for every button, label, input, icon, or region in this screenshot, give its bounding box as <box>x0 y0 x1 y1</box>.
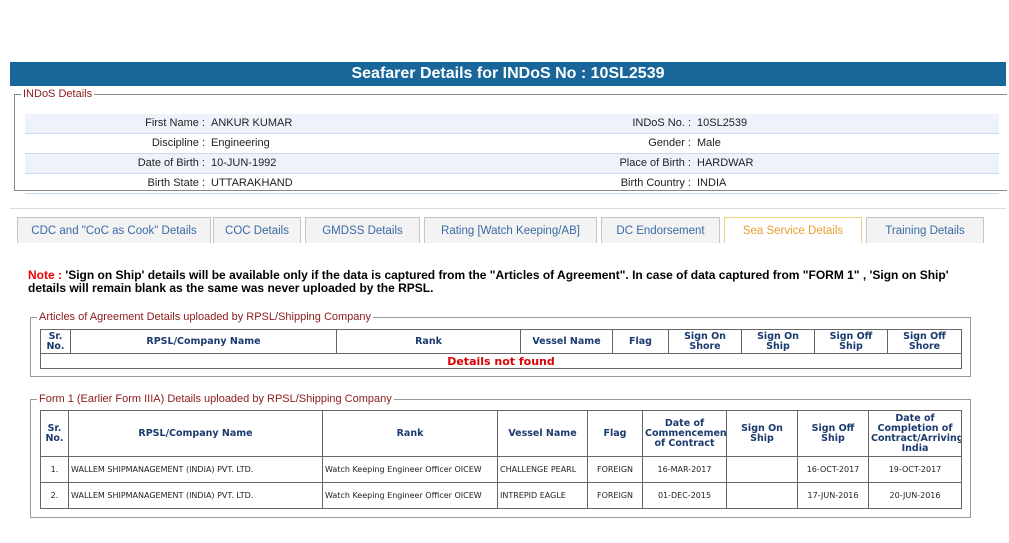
indos-fieldset: INDoS Details First Name : ANKUR KUMAR IND… <box>14 88 1007 194</box>
column-header: Sign Off Shore <box>887 329 962 354</box>
header-row: Sr. No. RPSL/Company Name Rank Vessel Name F… <box>40 329 962 354</box>
column-header: Sign On Shore <box>668 329 742 354</box>
cell: Watch Keeping Engineer Officer OICEW <box>322 456 498 483</box>
column-header: Sign Off Ship <box>797 410 869 457</box>
note: Note : 'Sign on Ship' details will be av… <box>28 269 978 295</box>
field-label: Birth Country : <box>620 177 691 189</box>
note-text: 'Sign on Ship' details will be available… <box>28 268 949 295</box>
field-label: INDoS No. : <box>632 117 691 129</box>
cell: 19-OCT-2017 <box>868 456 962 483</box>
column-header: Sign Off Ship <box>814 329 888 354</box>
column-header: Date of Completion of Contract/Arriving … <box>868 410 962 457</box>
field-value: INDIA <box>697 177 727 189</box>
field-value: HARDWAR <box>697 157 754 169</box>
tab[interactable]: DC Endorsement <box>601 217 720 243</box>
tab[interactable]: Rating [Watch Keeping/AB] <box>424 217 597 243</box>
column-header: Rank <box>322 410 498 457</box>
empty-message: Details not found <box>40 353 962 369</box>
cell: 01-DEC-2015 <box>642 482 727 509</box>
articles-table: Sr. No. RPSL/Company Name Rank Vessel Name F… <box>40 329 962 369</box>
info-row: Date of Birth : 10-JUN-1992 Place of Birth… <box>25 154 999 174</box>
field-value: Engineering <box>211 137 270 149</box>
field-label: Place of Birth : <box>619 157 691 169</box>
field-value: Male <box>697 137 721 149</box>
cell: 16-OCT-2017 <box>797 456 869 483</box>
cell <box>726 482 798 509</box>
info-row: Birth State : UTTARAKHAND Birth Country : I… <box>25 174 999 194</box>
column-header: Vessel Name <box>520 329 613 354</box>
field-label: Gender : <box>648 137 691 149</box>
note-label: Note : <box>28 268 62 282</box>
info-row: First Name : ANKUR KUMAR INDoS No. : 10SL25… <box>25 114 999 134</box>
field-label: Discipline : <box>151 137 205 149</box>
field-label: First Name : <box>145 117 205 129</box>
cell: 20-JUN-2016 <box>868 482 962 509</box>
cell: CHALLENGE PEARL <box>497 456 588 483</box>
column-header: RPSL/Company Name <box>68 410 323 457</box>
empty-row: Details not found <box>40 353 962 369</box>
cell: Watch Keeping Engineer Officer OICEW <box>322 482 498 509</box>
fieldset-legend: Articles of Agreement Details uploaded b… <box>39 311 372 323</box>
field-value: ANKUR KUMAR <box>211 117 293 129</box>
tab-panel <box>10 208 1006 543</box>
column-header: Sr. No. <box>40 410 69 457</box>
cell: FOREIGN <box>587 482 643 509</box>
column-header: RPSL/Company Name <box>70 329 337 354</box>
field-label: Date of Birth : <box>137 157 205 169</box>
cell: WALLEM SHIPMANAGEMENT (INDIA) PVT. LTD. <box>68 482 323 509</box>
cell: 17-JUN-2016 <box>797 482 869 509</box>
data-row: 2. WALLEM SHIPMANAGEMENT (INDIA) PVT. LTD… <box>40 482 962 509</box>
page-title: Seafarer Details for INDoS No : 10SL2539 <box>10 62 1006 86</box>
articles-fieldset: Articles of Agreement Details uploaded b… <box>30 311 971 377</box>
column-header: Vessel Name <box>497 410 588 457</box>
cell <box>726 456 798 483</box>
data-row: 1. WALLEM SHIPMANAGEMENT (INDIA) PVT. LTD… <box>40 456 962 483</box>
tab[interactable]: Training Details <box>866 217 984 243</box>
tab[interactable]: COC Details <box>213 217 301 243</box>
tab[interactable]: Sea Service Details <box>724 217 862 243</box>
column-header: Date of Commencement of Contract <box>642 410 727 457</box>
cell: 1. <box>40 456 69 483</box>
column-header: Flag <box>587 410 643 457</box>
info-row: Discipline : Engineering Gender : Male <box>25 134 999 154</box>
cell: 2. <box>40 482 69 509</box>
cell: WALLEM SHIPMANAGEMENT (INDIA) PVT. LTD. <box>68 456 323 483</box>
field-label: Birth State : <box>147 177 205 189</box>
fieldset-legend: INDoS Details <box>23 88 93 100</box>
field-value: 10SL2539 <box>697 117 748 129</box>
header-row: Sr. No. RPSL/Company Name Rank Vessel Name F… <box>40 410 962 457</box>
column-header: Sign On Ship <box>726 410 798 457</box>
field-value: 10-JUN-1992 <box>211 157 277 169</box>
tab[interactable]: CDC and "CoC as Cook" Details <box>17 217 211 243</box>
column-header: Flag <box>612 329 669 354</box>
cell: INTREPID EAGLE <box>497 482 588 509</box>
column-header: Sr. No. <box>40 329 71 354</box>
form1-table: Sr. No. RPSL/Company Name Rank Vessel Name F… <box>40 410 962 509</box>
field-value: UTTARAKHAND <box>211 177 293 189</box>
column-header: Rank <box>336 329 521 354</box>
form1-fieldset: Form 1 (Earlier Form IIIA) Details uploa… <box>30 393 971 518</box>
column-header: Sign On Ship <box>741 329 815 354</box>
cell: 16-MAR-2017 <box>642 456 727 483</box>
cell: FOREIGN <box>587 456 643 483</box>
tab[interactable]: GMDSS Details <box>305 217 420 243</box>
fieldset-legend: Form 1 (Earlier Form IIIA) Details uploa… <box>39 393 392 405</box>
